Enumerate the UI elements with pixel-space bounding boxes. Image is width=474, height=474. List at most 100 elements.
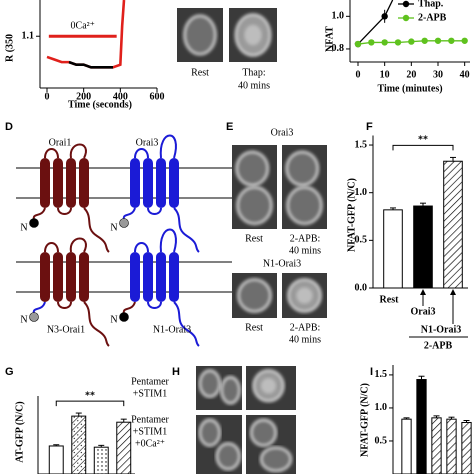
marker	[421, 37, 428, 44]
image-caption: +STIM1	[133, 388, 168, 399]
helix	[143, 252, 153, 302]
n-terminus-label: N	[20, 314, 27, 325]
x-tick-label: 200	[76, 91, 91, 102]
micrograph	[246, 415, 296, 474]
marker	[368, 39, 375, 46]
helix	[53, 158, 63, 208]
bar	[443, 160, 463, 289]
image-caption: Thap:	[242, 67, 265, 78]
marker	[408, 38, 415, 45]
loop	[134, 242, 149, 253]
image-caption: 40 mins	[238, 80, 270, 91]
x-tick-label: Rest	[380, 294, 400, 305]
image-caption: +0Ca²⁺	[135, 438, 165, 449]
image-title: N1-Orai3	[263, 258, 301, 269]
micrograph	[229, 8, 277, 62]
helix	[40, 158, 50, 208]
helix	[79, 158, 89, 208]
helix	[143, 158, 153, 208]
cell	[215, 442, 241, 471]
micrograph	[232, 273, 277, 318]
significance: **	[418, 135, 428, 146]
panel-letter: E	[226, 121, 233, 133]
micrograph	[282, 145, 327, 229]
bar	[431, 417, 442, 474]
cell	[198, 418, 222, 447]
helix	[53, 252, 63, 302]
n-terminus-label: N	[110, 222, 117, 233]
x-tick-label: 0	[356, 69, 361, 80]
marker	[448, 37, 455, 44]
x-tick-label: 0	[45, 91, 50, 102]
panel-letter: H	[172, 366, 180, 378]
y-tick-label: 0.0	[355, 282, 368, 293]
x-tick-label: Orai3	[411, 306, 436, 317]
micrograph	[196, 415, 242, 474]
helix	[79, 252, 89, 302]
cell	[249, 418, 278, 447]
y-axis-label: AT-GFP (N/C)	[14, 401, 25, 462]
bar	[93, 446, 109, 474]
loop	[147, 207, 162, 215]
marker	[354, 40, 362, 48]
loop	[159, 134, 177, 159]
image-caption: Rest	[245, 233, 263, 244]
n-term-bead	[119, 218, 129, 228]
cell	[183, 14, 217, 56]
channel	[119, 134, 200, 253]
marker	[461, 37, 468, 44]
x-tick-label: N1-Orai3	[421, 324, 462, 335]
cell	[236, 185, 273, 226]
significance-bracket	[55, 400, 125, 407]
n-terminus-label: N	[110, 314, 117, 325]
legend-marker	[402, 14, 410, 22]
c-term	[83, 301, 110, 347]
significance-bracket	[392, 144, 454, 151]
protein-label: Orai1	[49, 137, 72, 148]
y-axis-label: NFAT-GFP (N/C)	[359, 383, 370, 457]
y-tick-label: 1.0	[355, 187, 368, 198]
legend-marker	[402, 0, 410, 8]
bar	[116, 421, 132, 474]
helix	[156, 252, 166, 302]
image-title: Orai3	[271, 127, 294, 138]
marker	[434, 37, 442, 44]
helix	[156, 158, 166, 208]
y-tick-label: 0.5	[355, 235, 368, 246]
cell	[220, 375, 241, 405]
loop	[69, 237, 87, 253]
helix	[130, 252, 140, 302]
bar	[48, 445, 64, 474]
series-line	[68, 60, 113, 69]
panel-letter: D	[5, 121, 13, 133]
y-tick-label: 1.0	[332, 11, 345, 22]
bar	[461, 421, 472, 474]
panel-letter: G	[5, 366, 14, 378]
x-axis-label: Time (seconds)	[68, 99, 132, 110]
legend-label: 2-APB	[418, 12, 447, 23]
marker	[394, 39, 402, 46]
loop	[134, 148, 149, 159]
image-caption: Pentamer	[131, 376, 169, 387]
image-caption: +STIM1	[133, 426, 168, 437]
marker	[381, 39, 388, 46]
n-term	[32, 301, 46, 315]
annotation: 0Ca²⁺	[71, 21, 95, 32]
helix	[169, 252, 179, 302]
n-term	[122, 207, 136, 221]
protein-label: Orai3	[136, 137, 159, 148]
n-term	[122, 301, 136, 315]
panel-letter: F	[366, 121, 373, 133]
y-axis-label: NFAT-GFP (N/C)	[346, 178, 357, 252]
loop	[159, 228, 177, 253]
x-tick-label: 400	[113, 91, 128, 102]
cell	[286, 185, 323, 226]
nucleus	[244, 24, 262, 46]
helix	[40, 252, 50, 302]
micrograph	[282, 273, 327, 318]
bar	[413, 205, 433, 289]
micrograph	[246, 366, 296, 410]
legend-label: Thap.	[418, 0, 444, 9]
channel	[119, 228, 200, 347]
